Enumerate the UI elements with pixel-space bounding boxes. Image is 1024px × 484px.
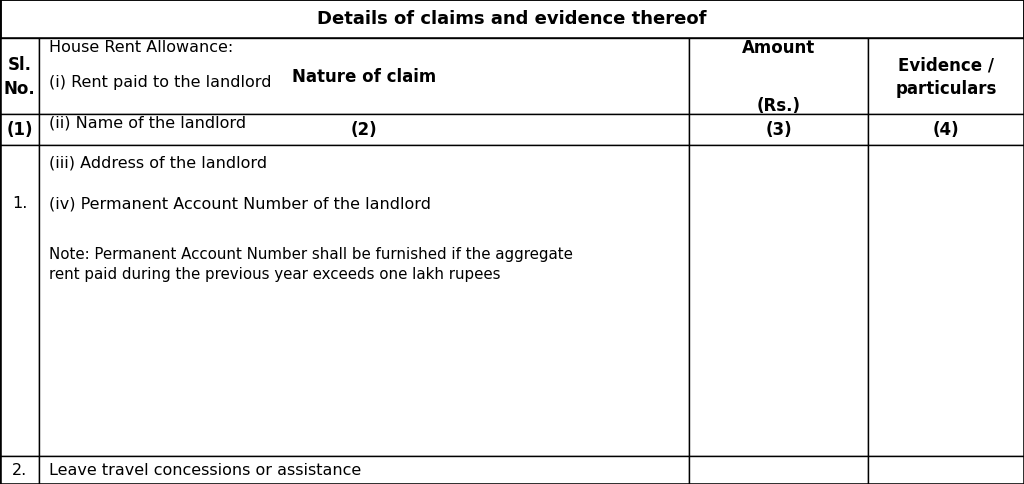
Bar	[0, 115, 39, 145]
Bar	[39, 39, 689, 115]
Bar	[868, 456, 1024, 484]
Text: 2.: 2.	[12, 463, 27, 477]
Bar	[689, 39, 868, 115]
Bar	[689, 145, 868, 456]
Text: (iii) Address of the landlord: (iii) Address of the landlord	[49, 155, 267, 170]
Text: (ii) Name of the landlord: (ii) Name of the landlord	[49, 115, 247, 130]
Text: 1.: 1.	[11, 196, 28, 211]
Bar	[0, 456, 39, 484]
Text: Amount

(Rs.): Amount (Rs.)	[742, 39, 815, 115]
Text: House Rent Allowance:: House Rent Allowance:	[49, 40, 233, 55]
Text: Details of claims and evidence thereof: Details of claims and evidence thereof	[317, 10, 707, 29]
Bar	[689, 115, 868, 145]
Text: Nature of claim: Nature of claim	[292, 68, 436, 86]
Text: (i) Rent paid to the landlord: (i) Rent paid to the landlord	[49, 75, 271, 90]
Bar	[868, 115, 1024, 145]
Text: Note: Permanent Account Number shall be furnished if the aggregate
rent paid dur: Note: Permanent Account Number shall be …	[49, 247, 573, 282]
Bar	[39, 115, 689, 145]
Text: (2): (2)	[350, 121, 378, 139]
Bar	[0, 0, 1024, 39]
Text: (iv) Permanent Account Number of the landlord: (iv) Permanent Account Number of the lan…	[49, 196, 431, 211]
Text: Evidence /
particulars: Evidence / particulars	[896, 56, 996, 98]
Text: Leave travel concessions or assistance: Leave travel concessions or assistance	[49, 463, 361, 477]
Text: (4): (4)	[933, 121, 959, 139]
Text: Sl.
No.: Sl. No.	[3, 56, 36, 98]
Bar	[689, 456, 868, 484]
Bar	[39, 456, 689, 484]
Text: (1): (1)	[6, 121, 33, 139]
Bar	[868, 39, 1024, 115]
Bar	[0, 39, 39, 115]
Text: (3): (3)	[765, 121, 793, 139]
Bar	[39, 145, 689, 456]
Bar	[0, 145, 39, 456]
Bar	[868, 145, 1024, 456]
